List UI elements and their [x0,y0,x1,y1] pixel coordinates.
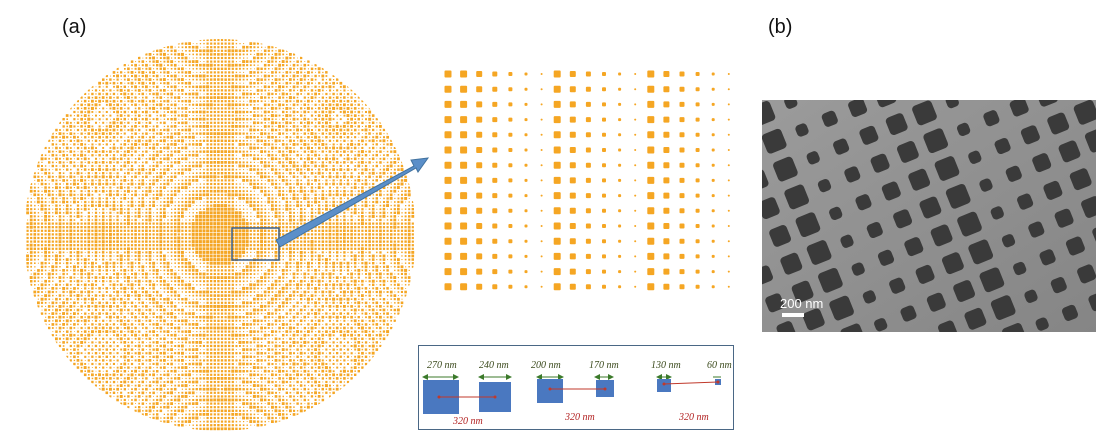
dimension-diagram [422,374,721,414]
metasurface-layout [26,39,415,431]
panel-label-b: (b) [768,16,793,38]
period-label-3: 320 nm [679,412,709,423]
width-label-60: 60 nm [707,360,732,371]
zoomed-pillar-array [444,70,730,291]
pillar-square-200 [537,379,563,403]
scale-bar-label: 200 nm [780,296,824,311]
scale-bar [782,313,804,317]
period-label-2: 320 nm [565,412,595,423]
width-label-130: 130 nm [651,360,681,371]
panel-label-a: (a) [62,16,87,38]
width-label-240: 240 nm [479,360,509,371]
width-label-270: 270 nm [427,360,457,371]
sem-image: 200 nm [762,100,1096,332]
sem-micrograph [762,100,1096,332]
width-label-170: 170 nm [589,360,619,371]
width-label-200: 200 nm [531,360,561,371]
period-label-1: 320 nm [453,416,483,427]
zoom-arrow [275,157,430,248]
pillar-grid [26,39,415,431]
dimension-legend: 270 nm 240 nm 200 nm 170 nm 130 nm 60 nm… [418,345,734,430]
